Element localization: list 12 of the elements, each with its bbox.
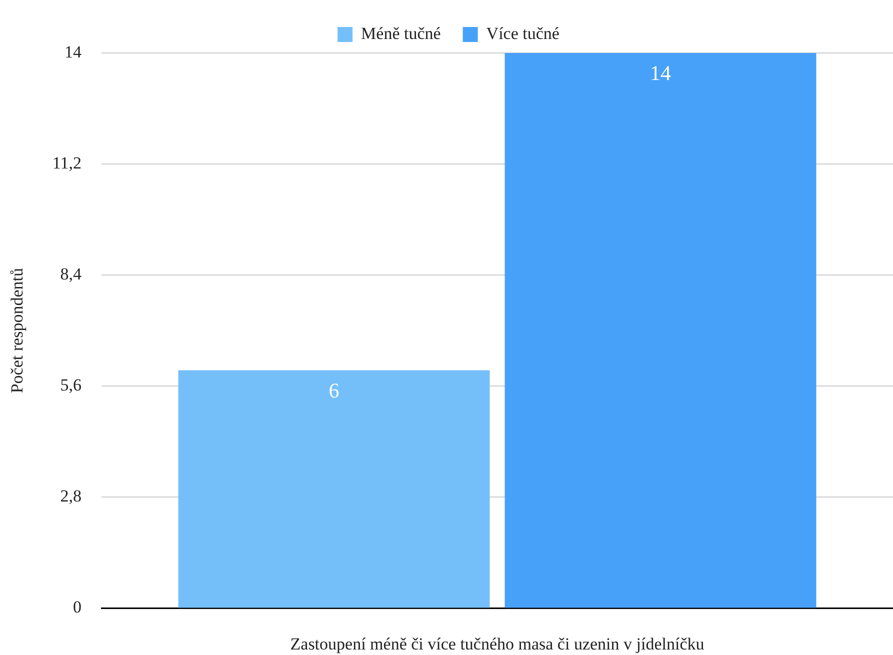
y-tick-label: 11,2 bbox=[52, 154, 82, 173]
x-axis-title: Zastoupení méně či více tučného masa či uzenin v jídelníčku bbox=[290, 634, 705, 654]
legend-label: Méně tučné bbox=[361, 24, 441, 43]
y-axis-title: Počet respondentů bbox=[8, 268, 27, 394]
y-tick-label: 14 bbox=[64, 42, 82, 62]
y-tick-label: 0 bbox=[73, 598, 82, 617]
y-tick-label: 2,8 bbox=[60, 486, 82, 506]
y-tick-label: 8,4 bbox=[60, 264, 82, 284]
data-label: 6 bbox=[328, 378, 340, 402]
y-tick-label: 5,6 bbox=[60, 376, 82, 395]
legend-label: Více tučné bbox=[486, 24, 560, 43]
data-label: 14 bbox=[650, 61, 672, 86]
